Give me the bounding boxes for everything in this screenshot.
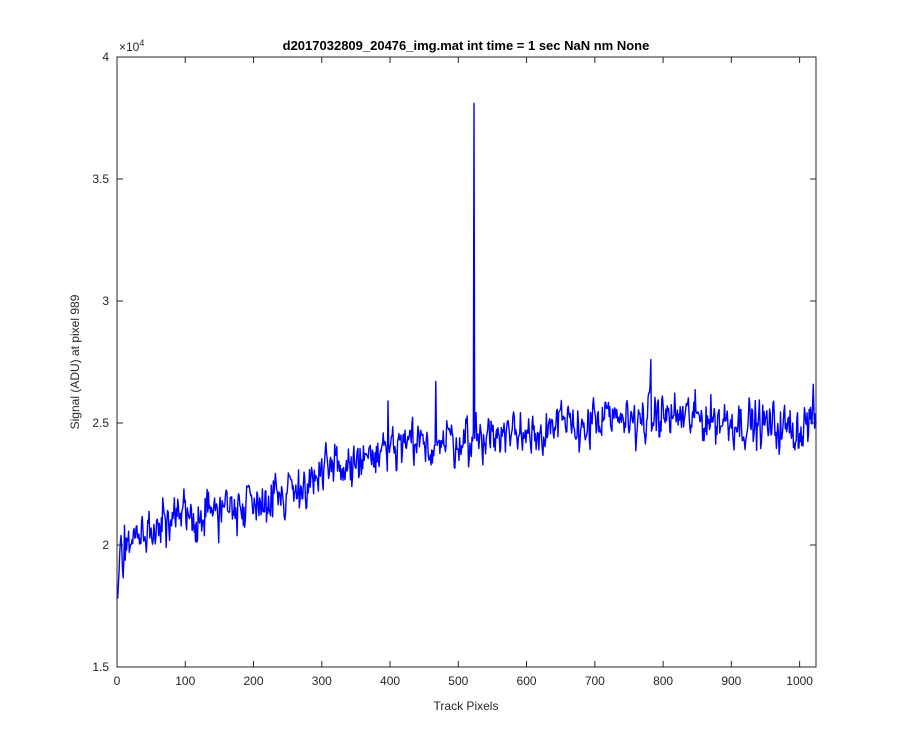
x-tick-label: 800 — [653, 674, 673, 688]
x-tick-label: 300 — [312, 674, 332, 688]
x-axis-title: Track Pixels — [434, 699, 499, 713]
x-tick-label: 0 — [114, 674, 121, 688]
y-tick-label: 1.5 — [92, 660, 109, 674]
series-line — [116, 102, 817, 599]
y-axis-multiplier-base: ×10 — [119, 40, 140, 54]
y-axis-multiplier: ×104 — [119, 38, 144, 54]
y-tick-label: 2.5 — [92, 416, 109, 430]
y-tick-label: 2 — [102, 538, 109, 552]
y-axis-title: Signal (ADU) at pixel 989 — [68, 294, 82, 429]
y-axis: 1.5 2 2.5 3 3.5 4 — [92, 50, 816, 674]
x-tick-label: 400 — [380, 674, 400, 688]
x-tick-label: 200 — [244, 674, 264, 688]
x-tick-label: 900 — [721, 674, 741, 688]
y-tick-label: 3 — [102, 294, 109, 308]
plot-area — [117, 57, 816, 667]
series-layer — [116, 102, 817, 599]
x-tick-label: 100 — [175, 674, 195, 688]
y-tick-label: 4 — [102, 50, 109, 64]
x-tick-label: 1000 — [786, 674, 813, 688]
x-tick-label: 500 — [448, 674, 468, 688]
x-tick-label: 700 — [585, 674, 605, 688]
x-axis: 0 100 200 300 400 500 600 700 800 900 1000 — [114, 57, 813, 688]
y-tick-label: 3.5 — [92, 172, 109, 186]
chart-title: d2017032809_20476_img.mat int time = 1 s… — [283, 38, 650, 53]
y-axis-multiplier-exponent: 4 — [139, 38, 144, 48]
x-tick-label: 600 — [517, 674, 537, 688]
axes-box — [116, 56, 817, 668]
